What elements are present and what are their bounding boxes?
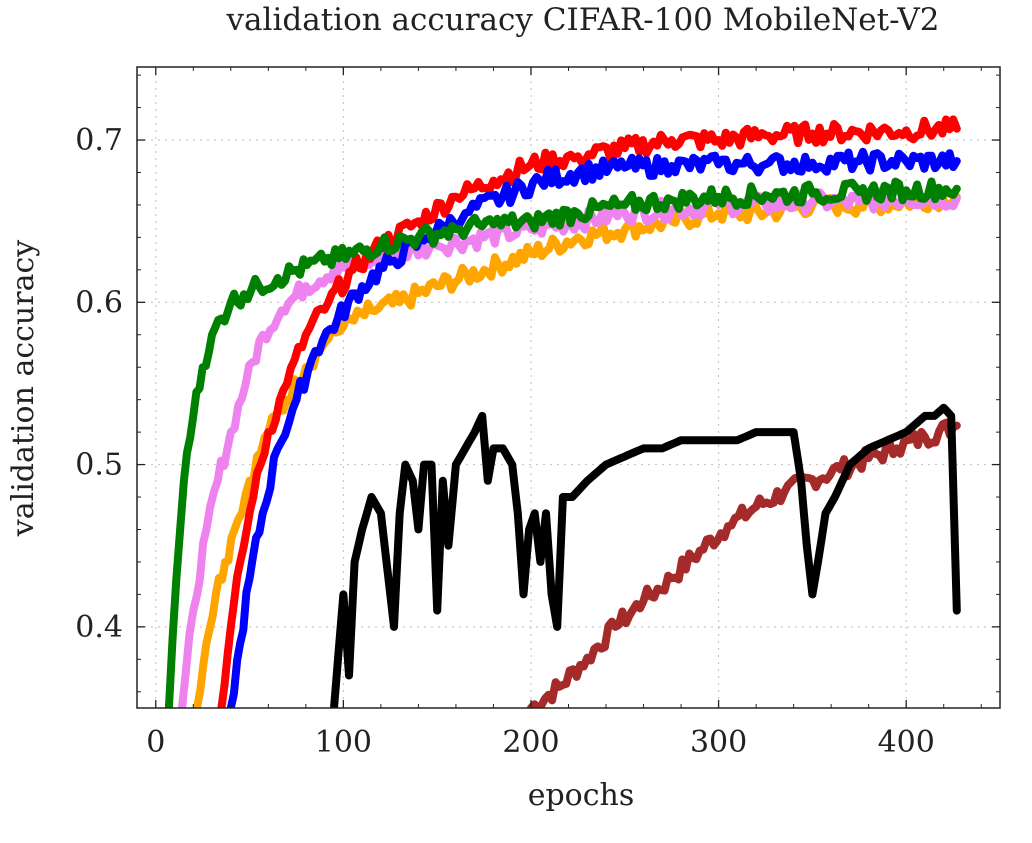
y-tick-label: 0.5 [75, 448, 123, 483]
series-line-green [164, 177, 961, 708]
x-tick-label: 400 [878, 725, 935, 760]
series-line-brown [527, 418, 961, 708]
series-line-black [330, 403, 961, 708]
x-tick-label: 200 [502, 725, 559, 760]
y-tick-label: 0.6 [75, 285, 123, 320]
chart-title: validation accuracy CIFAR-100 MobileNet-… [226, 2, 940, 38]
x-tick-label: 300 [690, 725, 747, 760]
axis-ticks: 0 100 200 300 400 0.4 0.5 0.6 0.7 [75, 67, 1000, 760]
grid-lines [137, 67, 1000, 708]
y-tick-label: 0.7 [75, 123, 123, 158]
series-line-orange [193, 191, 961, 708]
x-tick-label: 0 [146, 725, 165, 760]
series-line-blue [226, 147, 961, 708]
x-tick-label: 100 [315, 725, 372, 760]
y-axis-label: validation accuracy [6, 240, 41, 538]
x-axis-label: epochs [528, 778, 635, 813]
series-lines [164, 115, 961, 708]
y-tick-label: 0.4 [75, 610, 123, 645]
series-line-red [217, 115, 961, 708]
